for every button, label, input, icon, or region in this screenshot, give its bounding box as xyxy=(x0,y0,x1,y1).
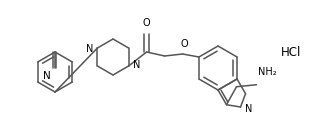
Text: O: O xyxy=(143,18,150,28)
Text: N: N xyxy=(86,44,93,54)
Text: NH₂: NH₂ xyxy=(259,67,277,77)
Text: O: O xyxy=(181,39,188,49)
Text: N: N xyxy=(133,60,140,70)
Text: N: N xyxy=(43,71,51,81)
Text: HCl: HCl xyxy=(281,46,301,58)
Text: N: N xyxy=(244,104,252,114)
